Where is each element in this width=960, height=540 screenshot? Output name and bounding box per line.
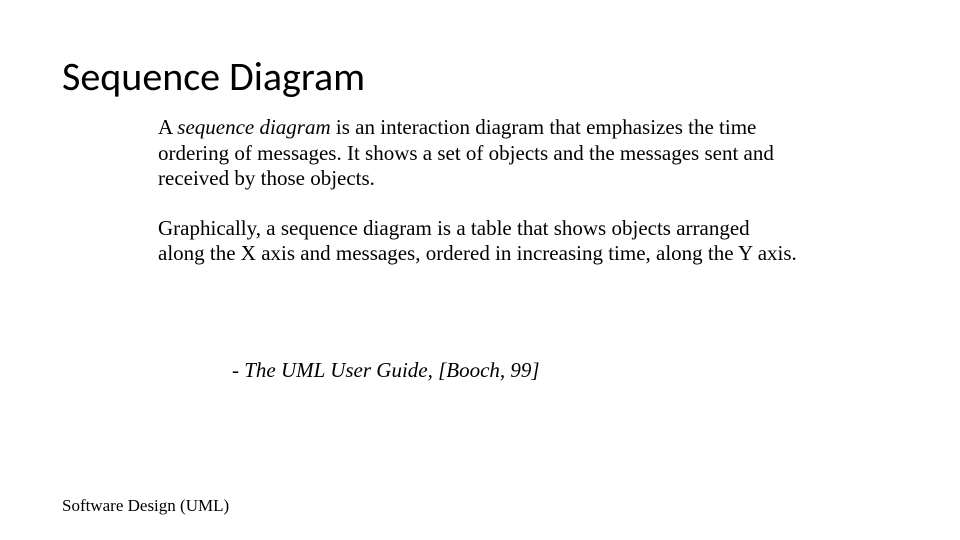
slide-title: Sequence Diagram (62, 52, 365, 101)
paragraph-1: A sequence diagram is an interaction dia… (158, 115, 798, 192)
citation-line: - The UML User Guide, [Booch, 99] (232, 358, 540, 383)
paragraph-2: Graphically, a sequence diagram is a tab… (158, 216, 798, 267)
para1-italic-term: sequence diagram (177, 115, 330, 139)
slide-body: A sequence diagram is an interaction dia… (158, 115, 798, 291)
slide-footer: Software Design (UML) (62, 496, 229, 516)
para1-prefix: A (158, 115, 177, 139)
slide-container: Sequence Diagram A sequence diagram is a… (0, 0, 960, 540)
